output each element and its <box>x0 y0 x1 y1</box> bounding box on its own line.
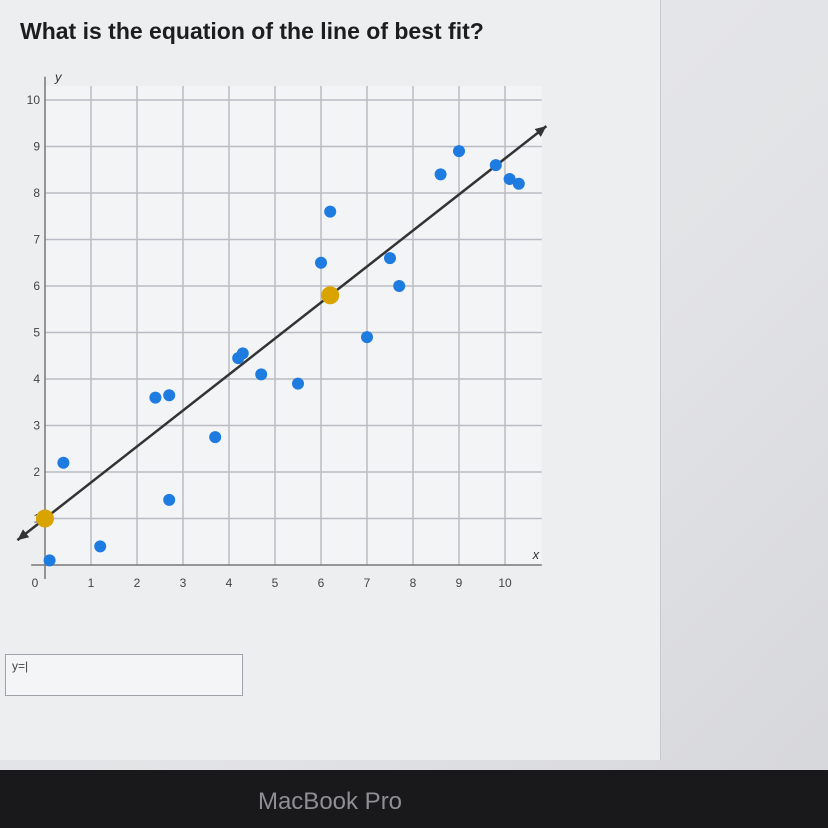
data-point <box>149 391 162 404</box>
x-axis-label: x <box>532 547 540 562</box>
y-tick-label: 5 <box>33 326 40 340</box>
data-point <box>512 177 525 190</box>
line-arrow-end-icon <box>534 126 547 137</box>
y-tick-label: 3 <box>33 419 40 433</box>
y-tick-label: 7 <box>33 233 40 247</box>
equation-input[interactable]: y=| <box>5 654 243 696</box>
data-point <box>163 389 176 402</box>
data-point <box>292 377 304 390</box>
x-tick-label: 3 <box>180 576 187 590</box>
x-tick-label: 2 <box>134 576 141 590</box>
data-point <box>163 493 176 506</box>
x-tick-label: 5 <box>272 576 279 590</box>
device-label: MacBook Pro <box>257 788 403 815</box>
data-point <box>489 159 502 172</box>
y-tick-label: 10 <box>27 93 41 107</box>
x-tick-label: 8 <box>410 576 417 590</box>
y-tick-label: 6 <box>33 279 40 293</box>
screen: What is the equation of the line of best… <box>0 0 828 790</box>
data-point <box>453 145 465 158</box>
data-point <box>43 554 56 567</box>
x-tick-label: 4 <box>226 576 233 590</box>
x-tick-label: 9 <box>456 576 463 590</box>
data-point <box>324 205 337 218</box>
line-handle-point[interactable] <box>321 286 340 305</box>
data-point <box>255 368 268 381</box>
question-text: What is the equation of the line of best… <box>20 18 484 44</box>
data-point <box>503 173 516 186</box>
question-panel: What is the equation of the line of best… <box>0 0 661 760</box>
line-arrow-start-icon <box>17 529 30 541</box>
data-point <box>384 252 396 265</box>
y-tick-label: 9 <box>33 140 40 154</box>
data-point <box>57 456 70 469</box>
data-point <box>209 431 222 444</box>
data-point <box>94 540 107 553</box>
best-fit-line[interactable] <box>16 125 548 542</box>
laptop-bezel <box>0 770 828 828</box>
x-tick-label: 10 <box>498 576 512 590</box>
scatter-chart: 01234567891012345678910xy <box>16 70 548 590</box>
data-point <box>393 280 406 292</box>
x-tick-label: 6 <box>318 576 325 590</box>
x-tick-label: 1 <box>88 576 95 590</box>
y-tick-label: 4 <box>33 372 40 386</box>
data-point <box>236 347 249 360</box>
y-tick-label: 8 <box>33 186 40 200</box>
x-tick-label: 7 <box>364 576 371 590</box>
y-tick-label: 2 <box>33 465 40 479</box>
data-point <box>361 331 373 344</box>
line-handle-point[interactable] <box>36 509 54 528</box>
x-tick-label: 0 <box>32 576 39 590</box>
y-axis-label: y <box>54 70 63 84</box>
data-point <box>315 256 327 269</box>
data-point <box>434 168 447 181</box>
